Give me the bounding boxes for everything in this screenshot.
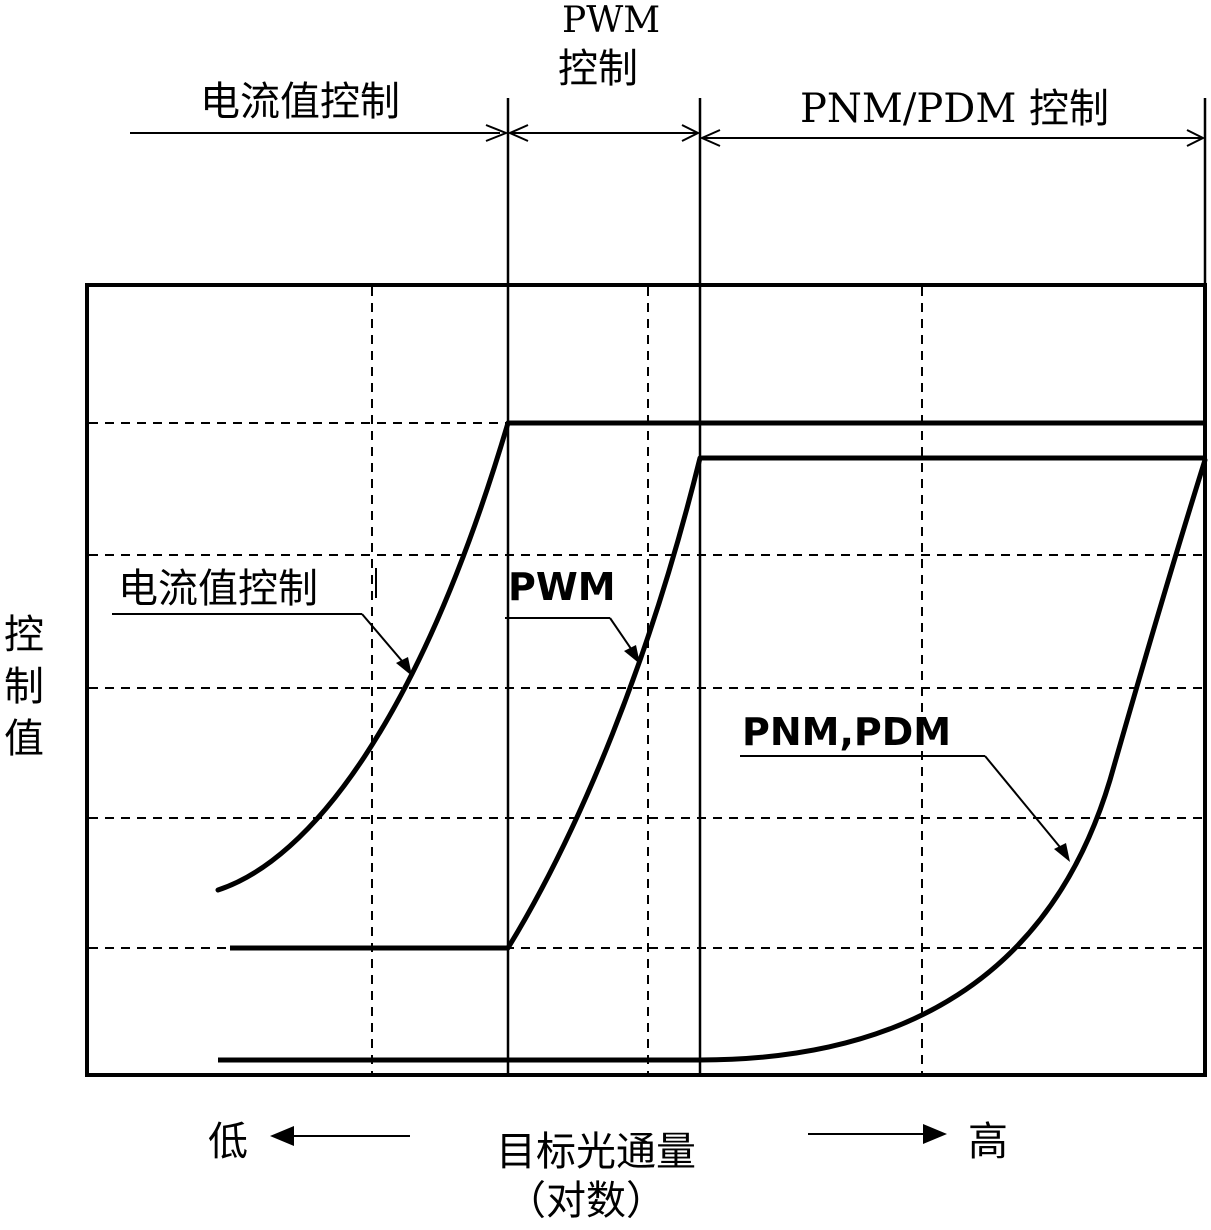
region-label-pnm-pdm: PNM/PDM 控制: [800, 86, 1109, 132]
pnm-label-arrowhead: [1054, 843, 1070, 862]
pwm-curve: [508, 458, 700, 948]
control-curves: [218, 423, 1205, 1060]
current-label-arrowhead: [396, 657, 412, 676]
curve-label-pnm-pdm: PNM,PDM: [742, 710, 951, 754]
x-axis-high: 高: [968, 1119, 1008, 1165]
pwm-label-arrowhead: [624, 645, 640, 664]
y-axis-char-1: 控: [4, 612, 44, 658]
region-label-current: 电流值控制: [200, 79, 400, 125]
curve-label-pwm: PWM: [508, 565, 616, 609]
x-axis-low-arrowhead: [270, 1126, 294, 1146]
y-axis-char-2: 制: [4, 664, 44, 710]
plot-frame: [87, 285, 1205, 1075]
x-axis-label: 低 目标光通量 （对数） 高: [208, 1119, 1008, 1224]
x-axis-subtitle: （对数）: [506, 1178, 666, 1224]
pnm-label-leader: [985, 756, 1064, 852]
region-label-pwm-line2: 控制: [558, 46, 638, 92]
current-label-leader: [362, 614, 408, 668]
x-axis-low: 低: [208, 1119, 248, 1165]
pnm-pdm-curve: [700, 460, 1205, 1060]
y-axis-char-3: 值: [4, 716, 44, 762]
region-label-pwm-line1: PWM: [562, 0, 660, 41]
x-axis-high-arrowhead: [923, 1124, 947, 1144]
y-axis-label: 控 制 值: [4, 612, 44, 762]
curve-label-current: 电流值控制: [118, 566, 318, 612]
x-axis-title: 目标光通量: [496, 1129, 696, 1175]
grid: [89, 287, 1203, 1073]
current-control-curve: [218, 423, 508, 890]
